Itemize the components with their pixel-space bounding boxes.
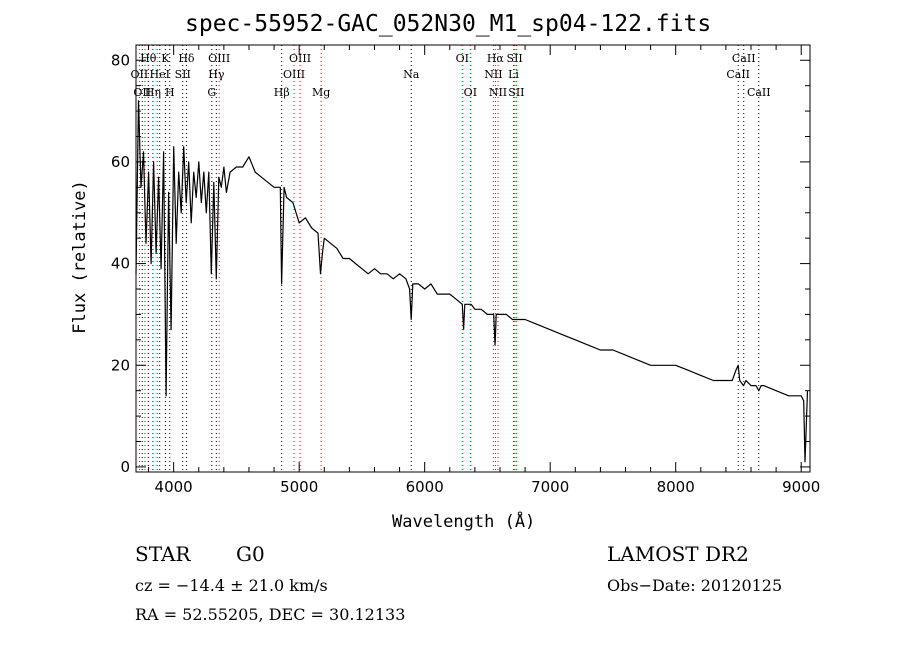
y-tick-label: 80 <box>111 51 130 69</box>
line-label: NII <box>489 86 507 99</box>
x-tick-label: 8000 <box>657 478 695 496</box>
line-label: SII <box>175 68 191 81</box>
x-tick-label: 6000 <box>406 478 444 496</box>
y-tick-label: 0 <box>120 458 130 476</box>
x-tick-label: 5000 <box>280 478 318 496</box>
x-tick-label: 9000 <box>782 478 820 496</box>
survey-name: LAMOST DR2 <box>607 542 749 566</box>
tick-labels: 4000 5000 6000 7000 8000 9000 0 20 40 60 80 <box>111 51 820 496</box>
spectral-line-markers <box>138 45 760 472</box>
line-label: H <box>165 86 175 99</box>
line-label: CaII <box>726 68 750 81</box>
line-label: G <box>207 86 216 99</box>
line-label: HeI <box>149 68 169 81</box>
line-label: Hη <box>145 86 161 99</box>
x-tick-label: 7000 <box>531 478 569 496</box>
line-label: CaII <box>747 86 771 99</box>
line-label: SII <box>508 86 524 99</box>
line-label: OII <box>133 86 151 99</box>
x-axis-label: Wavelength (Å) <box>392 512 536 532</box>
observation-date: Obs−Date: 20120125 <box>607 576 783 595</box>
line-label: Hθ <box>140 52 157 65</box>
line-label: Hβ <box>274 86 290 99</box>
line-label: Na <box>403 68 420 81</box>
spectrum-series <box>135 100 809 463</box>
spectrum-line <box>135 100 809 463</box>
line-label: OII <box>131 68 149 81</box>
redshift-velocity: cz = −14.4 ± 21.0 km/s <box>135 576 328 595</box>
line-label: K <box>161 52 170 65</box>
plot-frame <box>135 44 811 473</box>
line-label: OIII <box>208 52 230 65</box>
y-tick-label: 40 <box>111 255 130 273</box>
spectral-line-labels: OIIOIIHθHηHeIKHSIIHδGHγOIIIHβOIIIOIIIMgN… <box>131 52 771 99</box>
line-label: OIII <box>289 52 311 65</box>
line-label: Mg <box>312 86 330 99</box>
line-label: OI <box>456 52 469 65</box>
line-label: Hδ <box>178 52 195 65</box>
line-label: Li <box>508 68 519 81</box>
x-tick-label: 4000 <box>155 478 193 496</box>
line-label: OI <box>464 86 477 99</box>
y-axis-label: Flux (relative) <box>70 180 90 334</box>
chart-title: spec-55952-GAC_052N30_M1_sp04-122.fits <box>185 11 712 37</box>
y-tick-label: 20 <box>111 356 130 374</box>
object-class: STAR <box>135 542 191 566</box>
line-label: Hγ <box>208 68 225 81</box>
plot-axes <box>135 44 811 473</box>
y-tick-label: 60 <box>111 153 130 171</box>
line-label: OIII <box>283 68 305 81</box>
object-subclass: G0 <box>236 542 265 566</box>
line-label: CaII <box>732 52 756 65</box>
line-label: SII <box>507 52 523 65</box>
coordinates: RA = 52.55205, DEC = 30.12133 <box>135 605 406 624</box>
line-label: Hα <box>487 52 505 65</box>
line-label: NII <box>484 68 502 81</box>
